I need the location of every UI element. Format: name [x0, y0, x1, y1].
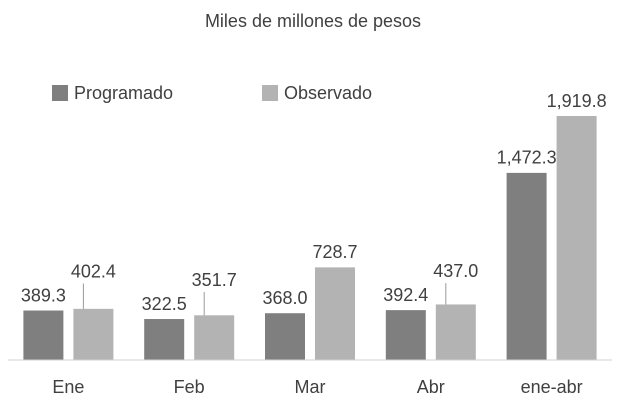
legend-swatch: [52, 85, 68, 101]
chart-title: Miles de millones de pesos: [205, 11, 421, 31]
value-label: 437.0: [433, 261, 478, 281]
bar: [385, 310, 426, 360]
value-label: 1,472.3: [497, 148, 557, 168]
value-label: 351.7: [192, 270, 237, 290]
value-label: 389.3: [21, 285, 66, 305]
bar: [194, 315, 235, 360]
value-label: 322.5: [142, 294, 187, 314]
x-tick-label: Ene: [52, 377, 84, 397]
x-tick-label: ene-abr: [521, 377, 583, 397]
legend-label: Programado: [74, 83, 173, 103]
value-label: 368.0: [262, 288, 307, 308]
bar: [506, 172, 547, 360]
legend-label: Observado: [284, 83, 372, 103]
legend-swatch: [262, 85, 278, 101]
value-label: 1,919.8: [547, 91, 607, 111]
x-tick-label: Mar: [295, 377, 326, 397]
value-label: 728.7: [312, 242, 357, 262]
bar: [556, 116, 597, 360]
bar: [144, 319, 185, 360]
bar: [315, 267, 355, 360]
bar: [435, 304, 476, 360]
value-label: 392.4: [383, 285, 428, 305]
x-tick-label: Abr: [417, 377, 445, 397]
bar: [23, 310, 64, 360]
x-tick-label: Feb: [174, 377, 205, 397]
bar: [265, 313, 305, 360]
value-label: 402.4: [71, 261, 116, 281]
bar: [73, 308, 114, 360]
